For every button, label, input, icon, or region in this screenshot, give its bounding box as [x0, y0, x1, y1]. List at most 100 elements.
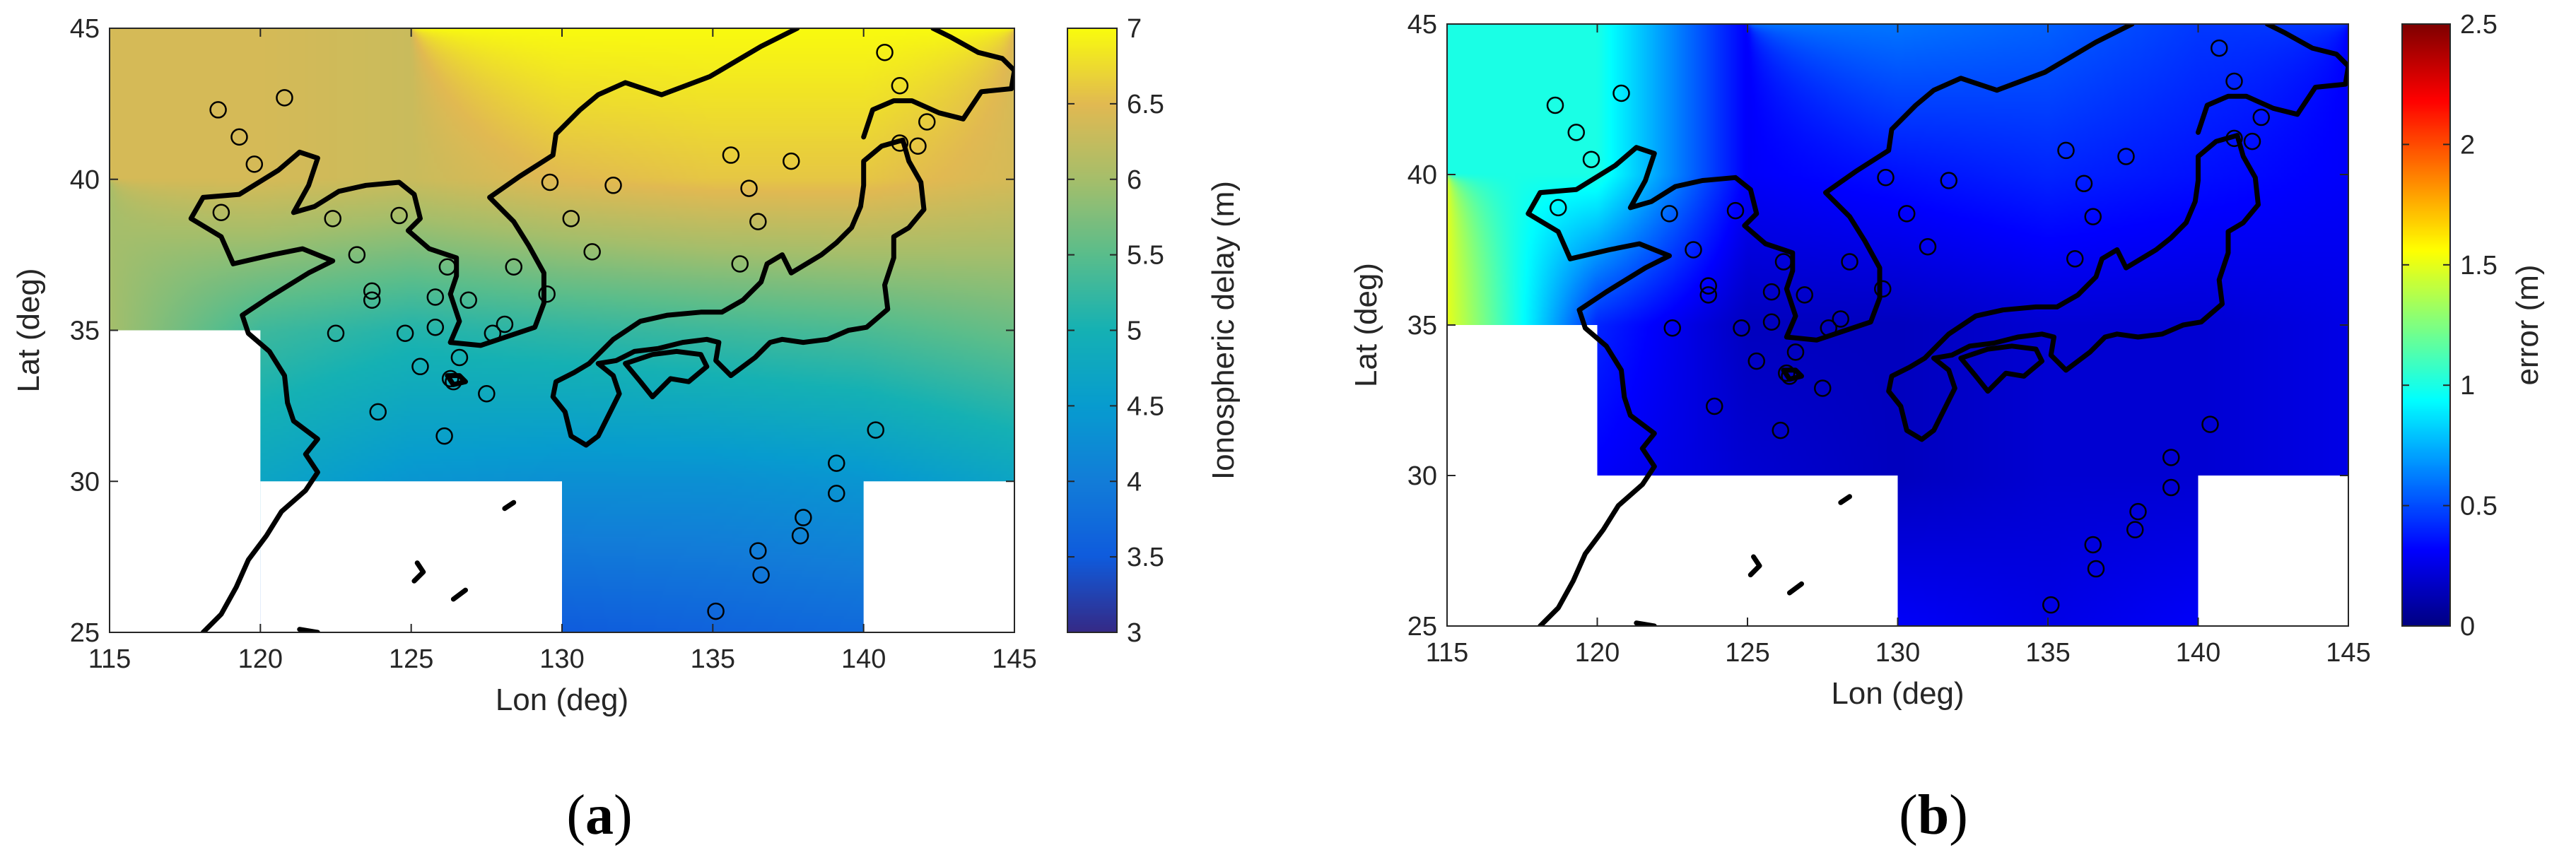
station-marker	[2084, 536, 2102, 554]
panel-caption: (b)	[1899, 784, 1968, 846]
station-marker	[2225, 129, 2243, 148]
station-marker	[876, 43, 894, 61]
station-marker	[441, 370, 459, 388]
y-tick-label: 45	[1407, 10, 1437, 40]
coastline-overlay	[188, 28, 1014, 632]
y-tick-label: 40	[1407, 160, 1437, 190]
station-marker	[1778, 364, 1796, 382]
panel-caption-letter: b	[1918, 784, 1950, 846]
station-marker	[396, 324, 414, 343]
station-marker	[707, 602, 725, 620]
station-marker	[1663, 319, 1681, 337]
station-marker	[1567, 124, 1585, 141]
colorbar-tick-label: 3.5	[1127, 543, 1164, 572]
coastline	[861, 28, 1014, 140]
colorbar-tick-label: 3	[1127, 618, 1142, 648]
station-marker	[541, 173, 559, 191]
station-marker	[426, 288, 445, 306]
station-marker	[390, 206, 408, 225]
x-tick-label: 125	[389, 644, 433, 674]
coastline	[550, 137, 927, 448]
colorbar-frame	[2401, 23, 2451, 627]
station-marker	[445, 372, 462, 391]
x-tick-label: 130	[1875, 638, 1920, 668]
station-marker	[2087, 560, 2105, 578]
station-marker	[791, 526, 809, 545]
colorbar-tick-label: 1	[2460, 371, 2475, 401]
x-tick-label: 140	[841, 644, 886, 674]
y-axis-ticks: 25 30 35 40 45	[70, 14, 1014, 648]
station-marker	[2252, 108, 2270, 126]
station-marker	[1820, 319, 1837, 337]
station-marker	[1582, 150, 1600, 168]
station-marker	[1786, 343, 1805, 361]
station-marker	[438, 258, 457, 276]
station-marker	[2075, 175, 2093, 193]
x-tick-label: 120	[238, 644, 283, 674]
station-marker	[2066, 250, 2084, 268]
station-marker	[795, 509, 812, 526]
station-marker	[604, 177, 622, 194]
colorbar-tick-label: 5	[1127, 317, 1142, 346]
station-marker	[1940, 172, 1957, 189]
coastline	[450, 587, 468, 602]
colorbar-tick-label: 0.5	[2460, 492, 2498, 521]
x-axis-label: Lon (deg)	[1831, 676, 1964, 711]
station-marker	[327, 324, 345, 343]
station-marker	[2126, 521, 2144, 538]
station-marker	[583, 243, 601, 261]
station-marker	[749, 542, 767, 560]
coastline	[1787, 581, 1804, 596]
station-marker	[752, 566, 770, 584]
station-marker	[1706, 397, 1723, 415]
x-axis-ticks: 115 120 125 130 135 140 145	[1426, 24, 2371, 668]
station-marker	[783, 152, 800, 170]
colorbar-ticks: 3 3.5 4 4.5 5 5.5 6 6.5 7	[1067, 14, 1164, 648]
colorbar-ticks: 0 0.5 1 1.5 2 2.5	[2402, 10, 2498, 642]
station-marker	[363, 291, 381, 309]
colorbar	[2402, 24, 2450, 626]
colorbar	[1067, 28, 1117, 632]
station-marker	[348, 246, 366, 264]
station-marker	[828, 485, 845, 502]
colorbar-tick-label: 0	[2460, 612, 2475, 642]
y-tick-label: 30	[70, 467, 100, 497]
station-marker	[1841, 253, 1858, 271]
x-axis-label: Lon (deg)	[496, 683, 628, 717]
station-marker	[918, 113, 936, 131]
station-marker	[2225, 72, 2243, 90]
panel-caption-letter: a	[585, 784, 614, 846]
coastline	[623, 348, 710, 400]
masked-region	[863, 481, 1014, 632]
coastline	[1886, 133, 2261, 442]
station-marker	[722, 146, 740, 164]
y-tick-label: 35	[1407, 311, 1437, 341]
station-marker	[1612, 84, 1630, 102]
masked-region	[1597, 476, 1898, 626]
station-marker	[1874, 280, 1892, 298]
station-marker	[363, 282, 381, 300]
station-marker	[2042, 596, 2060, 614]
station-marker	[1781, 367, 1798, 385]
station-marker	[496, 315, 514, 333]
station-marker	[478, 385, 496, 403]
y-axis-label: Lat (deg)	[1349, 263, 1383, 387]
masked-regions	[110, 330, 1014, 632]
x-tick-label: 140	[2176, 638, 2220, 668]
station-marker	[2057, 141, 2075, 160]
x-tick-label: 135	[2025, 638, 2070, 668]
station-marker	[2162, 449, 2180, 466]
station-marker	[891, 76, 909, 95]
colorbar-tick-label: 2.5	[2460, 10, 2498, 40]
x-axis-ticks: 115 120 125 130 135 140 145	[88, 28, 1037, 674]
masked-region	[110, 330, 261, 632]
station-marker	[435, 427, 453, 445]
y-tick-label: 40	[70, 165, 100, 195]
station-marker	[1796, 286, 1813, 304]
y-tick-label: 30	[1407, 461, 1437, 491]
station-marker	[731, 255, 749, 273]
station-marker	[1898, 205, 1916, 223]
